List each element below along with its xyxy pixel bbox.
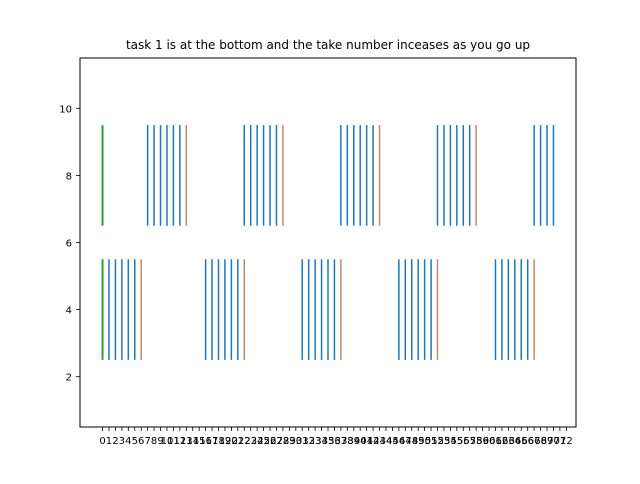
x-tick-label: 55 <box>450 436 463 447</box>
x-tick-label: 26 <box>264 436 277 447</box>
plot-frame <box>79 57 577 428</box>
x-tick-label: 50 <box>418 436 431 447</box>
x-tick-label: 33 <box>309 436 322 447</box>
y-tick-label: 10 <box>59 104 72 115</box>
x-tick-label: 18 <box>212 436 225 447</box>
x-tick-label: 38 <box>341 436 354 447</box>
x-tick-label: 31 <box>296 436 309 447</box>
x-tick-label: 43 <box>373 436 386 447</box>
x-tick-label: 49 <box>412 436 425 447</box>
chart-title: task 1 is at the bottom and the take num… <box>126 38 530 52</box>
x-tick-label: 47 <box>399 436 412 447</box>
x-tick-label: 60 <box>483 436 496 447</box>
y-tick-label: 8 <box>66 171 72 182</box>
x-tick-label: 27 <box>270 436 283 447</box>
x-tick-label: 23 <box>244 436 257 447</box>
x-tick-label: 25 <box>257 436 270 447</box>
x-tick-label: 63 <box>502 436 515 447</box>
x-tick-label: 72 <box>560 436 573 447</box>
x-tick-label: 66 <box>521 436 534 447</box>
event-lines <box>101 125 555 360</box>
x-tick-label: 24 <box>251 436 264 447</box>
x-tick-label: 5 <box>132 436 138 447</box>
x-tick-label: 51 <box>425 436 438 447</box>
x-tick-label: 42 <box>367 436 380 447</box>
x-tick-label: 11 <box>167 436 180 447</box>
x-tick-label: 3 <box>119 436 125 447</box>
x-tick-label: 65 <box>515 436 528 447</box>
y-tick-label: 4 <box>66 306 72 317</box>
x-tick-label: 22 <box>238 436 251 447</box>
x-tick-label: 30 <box>289 436 302 447</box>
x-tick-label: 8 <box>151 436 157 447</box>
x-tick-label: 34 <box>315 436 328 447</box>
x-tick-label: 9 <box>157 436 163 447</box>
x-tick-label: 4 <box>125 436 131 447</box>
x-tick-label: 52 <box>431 436 444 447</box>
x-tick-label: 53 <box>438 436 451 447</box>
x-tick-label: 15 <box>193 436 206 447</box>
x-tick-label: 71 <box>554 436 567 447</box>
x-tick-label: 7 <box>144 436 150 447</box>
x-tick-label: 29 <box>283 436 296 447</box>
x-tick-label: 56 <box>457 436 470 447</box>
x-tick-label: 58 <box>470 436 483 447</box>
x-tick-label: 68 <box>534 436 547 447</box>
x-tick-label: 17 <box>206 436 219 447</box>
x-tick-label: 19 <box>219 436 232 447</box>
x-tick-label: 45 <box>386 436 399 447</box>
x-tick-label: 70 <box>547 436 560 447</box>
x-tick-label: 12 <box>173 436 186 447</box>
x-tick-label: 2 <box>112 436 118 447</box>
x-tick-label: 57 <box>463 436 476 447</box>
y-tick-label: 2 <box>66 373 72 384</box>
x-tick-label: 36 <box>328 436 341 447</box>
x-tick-label: 61 <box>489 436 502 447</box>
x-tick-label: 6 <box>138 436 144 447</box>
x-tick-label: 69 <box>541 436 554 447</box>
x-tick-label: 46 <box>392 436 405 447</box>
x-tick-label: 35 <box>322 436 335 447</box>
x-tick-label: 20 <box>225 436 238 447</box>
x-tick-label: 32 <box>302 436 315 447</box>
x-tick-label: 62 <box>496 436 509 447</box>
x-tick-label: 67 <box>528 436 541 447</box>
x-tick-label: 1 <box>106 436 112 447</box>
y-tick-label: 6 <box>66 239 72 250</box>
x-tick-label: 48 <box>405 436 418 447</box>
x-tick-label: 41 <box>360 436 373 447</box>
x-tick-label: 13 <box>180 436 193 447</box>
x-tick-label: 44 <box>380 436 393 447</box>
x-tick-label: 39 <box>347 436 360 447</box>
x-tick-label: 54 <box>444 436 457 447</box>
x-tick-label: 64 <box>508 436 521 447</box>
x-tick-label: 21 <box>231 436 244 447</box>
x-tick-label: 0 <box>99 436 105 447</box>
x-tick-label: 28 <box>277 436 290 447</box>
x-tick-label: 14 <box>186 436 199 447</box>
x-tick-label: 16 <box>199 436 212 447</box>
x-tick-label: 40 <box>354 436 367 447</box>
axes: 0 1 2 3 4 5 6 7 8 9101112131415161718192021222324… <box>59 104 572 447</box>
x-tick-label: 37 <box>335 436 348 447</box>
x-tick-label: 10 <box>161 436 174 447</box>
x-tick-label: 59 <box>476 436 489 447</box>
